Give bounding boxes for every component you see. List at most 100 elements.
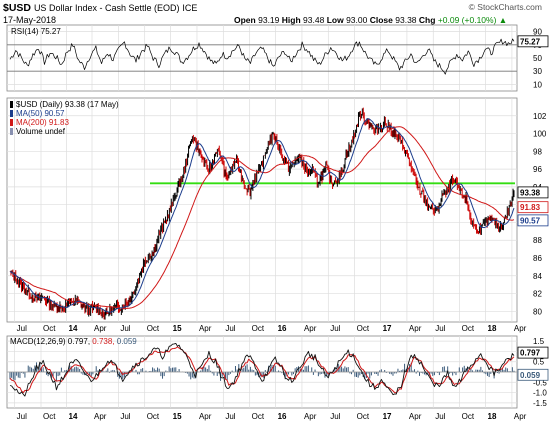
x-axis-top-label: Apr — [514, 324, 527, 333]
macd-title-part: 0.738, — [90, 337, 114, 346]
macd-tick-label: -1.0 — [533, 389, 547, 398]
x-axis-bottom-label: Apr — [199, 412, 212, 421]
ma200-current-value-box — [517, 201, 549, 214]
x-axis-top-label: Apr — [304, 324, 317, 333]
legend-ma200-swatch — [10, 119, 13, 126]
price-tick-label: 88 — [533, 236, 542, 245]
price-tick-label: 98 — [533, 147, 542, 156]
low-label: Low — [326, 15, 344, 25]
rsi-tick-label: 90 — [533, 28, 542, 37]
x-axis-bottom-label: 15 — [173, 412, 182, 421]
macd-current-value-box — [517, 346, 549, 359]
x-axis-bottom-label: Oct — [43, 412, 56, 421]
x-axis-bottom-label: Oct — [357, 412, 370, 421]
x-axis-bottom-label: Oct — [147, 412, 160, 421]
rsi-series-line — [9, 38, 515, 75]
x-axis-top-label: Apr — [199, 324, 212, 333]
x-axis-top-label: 14 — [69, 324, 78, 333]
chg-value: +0.09 (+0.10%) — [437, 15, 497, 25]
x-axis-top-label: Jul — [330, 324, 340, 333]
high-value: 93.48 — [303, 15, 325, 25]
x-axis-top-label: 15 — [173, 324, 182, 333]
x-axis-bottom-label: 14 — [69, 412, 78, 421]
price-close-value-box — [517, 186, 549, 199]
ma50-current-value: 90.57 — [520, 216, 541, 225]
macd-title-part: 0.797, — [66, 337, 90, 346]
price-tick-label: 86 — [533, 254, 542, 263]
macd-tick-label: 1.5 — [533, 337, 545, 346]
x-axis-top-label: Jul — [17, 324, 27, 333]
legend-price-swatch — [10, 101, 13, 108]
macd-tick-label: 0.5 — [533, 358, 545, 367]
x-axis-top-label: Oct — [147, 324, 160, 333]
x-axis-top-label: Oct — [357, 324, 370, 333]
copyright-text: © StockCharts.com — [468, 2, 542, 12]
x-axis-top-label: 17 — [383, 324, 392, 333]
x-axis-bottom-label: Oct — [252, 412, 265, 421]
macd-histogram-value-box — [517, 368, 549, 381]
rsi-tick-label: 10 — [533, 80, 542, 89]
x-axis-bottom-label: Oct — [462, 412, 475, 421]
x-axis-top-label: Jul — [435, 324, 445, 333]
price-panel-frame — [6, 97, 518, 323]
x-axis-bottom-label: Jul — [120, 412, 130, 421]
price-tick-label: 80 — [533, 307, 542, 316]
exchange: ICE — [182, 3, 198, 13]
macd-tick-label: -1.5 — [533, 399, 547, 408]
x-axis-top-label: Oct — [462, 324, 475, 333]
macd-tick-label: -0.5 — [533, 378, 547, 387]
x-axis-top-label: 18 — [488, 324, 497, 333]
price-tick-label: 100 — [533, 130, 547, 139]
x-axis-bottom-label: Jul — [330, 412, 340, 421]
x-axis-bottom-label: Apr — [304, 412, 317, 421]
macd-title-part: MACD(12,26,9) — [10, 337, 66, 346]
macd-title: MACD(12,26,9) 0.797, 0.738, 0.059 — [10, 337, 137, 346]
x-axis-top-label: Apr — [409, 324, 422, 333]
x-axis-bottom-label: 18 — [488, 412, 497, 421]
high-label: High — [281, 15, 301, 25]
x-axis-bottom-label: Apr — [409, 412, 422, 421]
legend-price: $USD (Daily) 93.38 (17 May) — [16, 100, 119, 109]
close-value: 93.38 — [395, 15, 417, 25]
legend-volume: Volume undef — [16, 127, 66, 136]
price-tick-label: 84 — [533, 272, 542, 281]
legend-ma50-swatch — [10, 110, 13, 117]
x-axis-bottom-label: Jul — [17, 412, 27, 421]
x-axis-top-label: Oct — [43, 324, 56, 333]
price-tick-label: 96 — [533, 165, 542, 174]
price-tick-label: 82 — [533, 290, 542, 299]
ma50-line — [9, 118, 515, 313]
x-axis-top-label: Jul — [225, 324, 235, 333]
up-arrow-icon: ▲ — [498, 15, 508, 25]
x-axis-bottom-label: Apr — [514, 412, 527, 421]
rsi-tick-label: 50 — [533, 54, 542, 63]
open-value: 93.19 — [258, 15, 280, 25]
x-axis-top-label: Jul — [120, 324, 130, 333]
ma200-line — [9, 126, 515, 309]
symbol-name: US Dollar Index - Cash Settle (EOD) — [33, 3, 180, 13]
macd-histogram-value: 0.059 — [520, 371, 541, 380]
close-label: Close — [369, 15, 393, 25]
macd-current-value: 0.797 — [520, 349, 541, 358]
price-tick-label: 102 — [533, 112, 547, 121]
low-value: 93.00 — [346, 15, 368, 25]
x-axis-bottom-label: Jul — [435, 412, 445, 421]
x-axis-top-label: 16 — [278, 324, 287, 333]
open-label: Open — [234, 15, 256, 25]
macd-line — [9, 342, 515, 397]
symbol-title: $USD US Dollar Index - Cash Settle (EOD)… — [3, 2, 197, 14]
chg-label: Chg — [418, 15, 436, 25]
x-axis-bottom-label: 17 — [383, 412, 392, 421]
x-axis-bottom-label: 16 — [278, 412, 287, 421]
chart-date: 17-May-2018 — [3, 15, 57, 25]
legend-ma50: MA(50) 90.57 — [16, 109, 65, 118]
macd-title-part: 0.059 — [115, 337, 138, 346]
rsi-current-value: 75.27 — [520, 37, 541, 46]
macd-signal-line — [9, 346, 515, 394]
legend-ma200: MA(200) 91.83 — [16, 118, 69, 127]
ohlc-readout: Open 93.19 High 93.48 Low 93.00 Close 93… — [234, 15, 507, 25]
ma200-current-value: 91.83 — [520, 203, 541, 212]
price-close-value: 93.38 — [520, 188, 541, 197]
rsi-title: RSI(14) 75.27 — [11, 27, 61, 36]
